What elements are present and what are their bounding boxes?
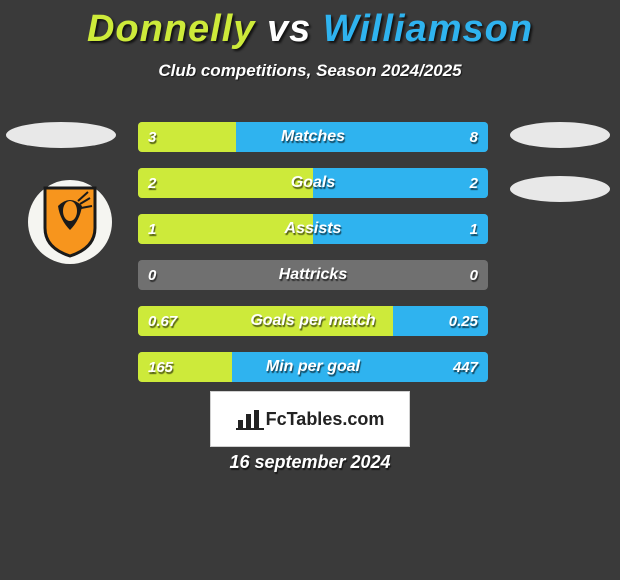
stat-row: Goals22	[138, 168, 488, 198]
stat-bar-left	[138, 352, 233, 382]
player2-avatar-placeholder	[510, 122, 610, 148]
stat-bar-left	[138, 122, 236, 152]
stat-bar-left	[138, 306, 394, 336]
stats-bar-chart: Matches38 Goals22 Assists11 Hattricks00 Goal…	[138, 122, 488, 398]
stat-bar-left	[138, 214, 313, 244]
stat-bar-right	[393, 306, 488, 336]
stat-row: Assists11	[138, 214, 488, 244]
player1-name: Donnelly	[87, 8, 255, 50]
stat-row: Matches38	[138, 122, 488, 152]
comparison-date: 16 september 2024	[0, 452, 620, 473]
stat-row: Min per goal165447	[138, 352, 488, 382]
shield-icon	[40, 186, 100, 258]
player1-avatar-placeholder	[6, 122, 116, 148]
branding-badge: FcTables.com	[210, 391, 410, 447]
player2-name: Williamson	[323, 8, 533, 50]
vs-label: vs	[267, 8, 311, 50]
stat-row: Hattricks00	[138, 260, 488, 290]
player2-club-placeholder	[510, 176, 610, 202]
player1-club-crest	[28, 180, 112, 264]
stat-row: Goals per match0.670.25	[138, 306, 488, 336]
stat-bar-right	[232, 352, 488, 382]
stat-bar-right	[313, 214, 488, 244]
branding-text: FcTables.com	[266, 409, 385, 430]
comparison-subtitle: Club competitions, Season 2024/2025	[0, 61, 620, 81]
stat-bar-right	[236, 122, 488, 152]
stat-bar-left	[138, 168, 313, 198]
bar-chart-icon	[236, 408, 264, 430]
comparison-title: Donnelly vs Williamson	[0, 0, 620, 51]
stat-bar-right	[313, 168, 488, 198]
